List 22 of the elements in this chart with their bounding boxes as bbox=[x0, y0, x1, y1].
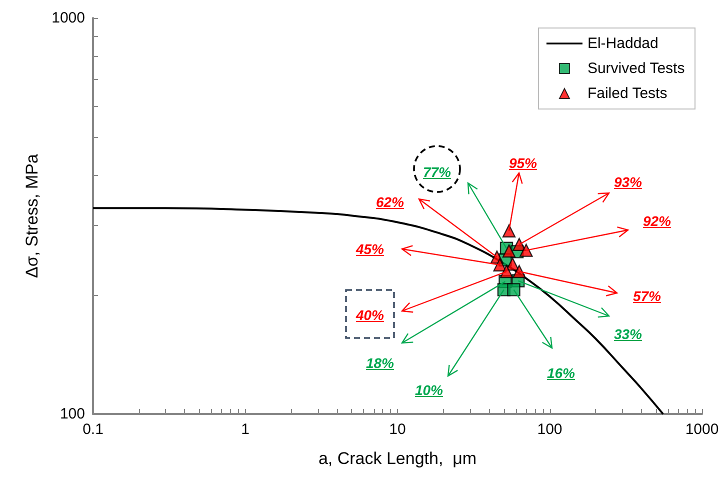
annotation: 93% bbox=[614, 174, 642, 190]
legend-label: Survived Tests bbox=[587, 60, 685, 77]
annotation: 33% bbox=[614, 326, 642, 342]
legend-label: Failed Tests bbox=[587, 85, 668, 102]
annotation: 92% bbox=[642, 213, 672, 229]
annotation: 18% bbox=[366, 355, 394, 371]
annotation: 62% bbox=[376, 194, 404, 210]
annotation: 77% bbox=[422, 164, 452, 180]
annotation: 45% bbox=[356, 241, 384, 257]
x-tick-label: 1000 bbox=[685, 421, 719, 438]
x-tick-label: 10 bbox=[389, 421, 406, 438]
legend-label: El-Haddad bbox=[587, 35, 658, 52]
x-tick-label: 0.1 bbox=[82, 421, 104, 438]
annotation: 10% bbox=[414, 382, 444, 398]
annotation: 16% bbox=[546, 365, 576, 381]
y-axis-title: Δσ, Stress, MPa bbox=[22, 154, 42, 278]
x-axis-title: a, Crack Length, μm bbox=[318, 449, 477, 468]
x-tick-label: 1 bbox=[241, 421, 250, 438]
annotation: 57% bbox=[632, 288, 662, 304]
annotation: 40% bbox=[356, 307, 384, 323]
annotation: 95% bbox=[508, 155, 538, 171]
x-tick-label: 100 bbox=[537, 421, 562, 438]
